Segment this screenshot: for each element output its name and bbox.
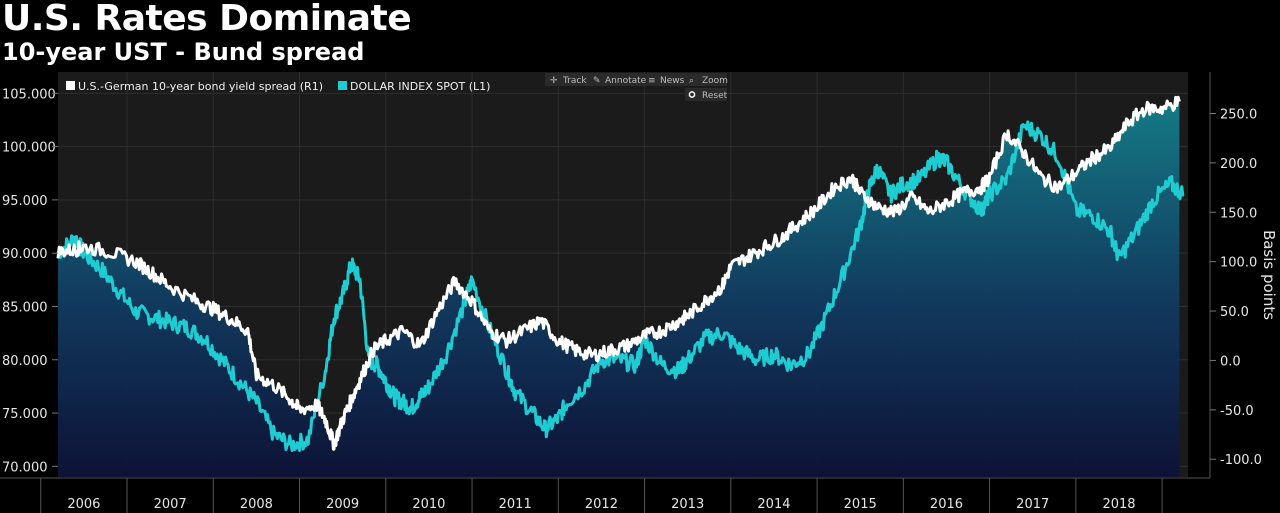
right-tick-label: 150.0: [1220, 206, 1257, 221]
chart-title: U.S. Rates Dominate: [2, 0, 412, 39]
x-tick-label: 2012: [585, 497, 618, 512]
dollar-index-area: [58, 97, 1180, 477]
x-tick-label: 2007: [154, 497, 187, 512]
x-axis-ticks: 2006 2007 2008 2009 2010 2011 2012 2013 2014 2015…: [40, 478, 1163, 513]
spread-line[interactable]: [56, 95, 1181, 451]
legend-swatch-dollar: [338, 81, 347, 90]
reset-button[interactable]: Reset: [685, 88, 728, 101]
right-tick-label: 250.0: [1220, 107, 1257, 122]
left-tick-label: 100.000: [2, 141, 56, 156]
x-tick-label: 2016: [930, 497, 963, 512]
reset-label: Reset: [702, 91, 728, 101]
x-tick-label: 2014: [757, 497, 790, 512]
legend-swatch-spread: [66, 81, 75, 90]
annotate-label: Annotate: [605, 76, 647, 86]
reset-icon: [688, 91, 696, 98]
left-tick-label: 90.000: [2, 247, 48, 262]
right-tick-label: 100.0: [1220, 256, 1257, 271]
news-button[interactable]: ≡ News: [648, 76, 685, 86]
x-tick-label: 2010: [412, 497, 445, 512]
left-axis-ticks: 70.000 75.000 80.000 85.000 90.000 95.000 100.…: [2, 87, 58, 475]
chart-subtitle: 10-year UST - Bund spread: [2, 38, 365, 66]
x-tick-label: 2009: [326, 497, 359, 512]
left-tick-label: 70.000: [2, 460, 48, 475]
chart-toolbar: ✛ Track ✎ Annotate ≡ News ⌕ Zoom Reset: [545, 73, 728, 101]
right-tick-label: -100.0: [1220, 453, 1262, 468]
crosshair-icon: ✛: [550, 76, 558, 86]
dollar-index-line[interactable]: [56, 120, 1185, 452]
news-icon: ≡: [648, 76, 656, 86]
x-tick-label: 2015: [844, 497, 877, 512]
zoom-label: Zoom: [702, 76, 728, 86]
x-tick-label: 2011: [499, 497, 532, 512]
legend: U.S.-German 10-year bond yield spread (R…: [66, 80, 490, 93]
legend-label-spread: U.S.-German 10-year bond yield spread (R…: [78, 80, 323, 93]
right-axis-label: Basis points: [1260, 230, 1278, 320]
right-tick-label: 50.0: [1220, 305, 1249, 320]
right-axis-ticks: -100.0 -50.0 0.0 50.0 100.0 150.0 200.0 250.0: [1210, 107, 1262, 468]
news-label: News: [660, 76, 685, 86]
x-tick-label: 2013: [671, 497, 704, 512]
left-tick-label: 85.000: [2, 300, 48, 315]
annotate-button[interactable]: ✎ Annotate: [593, 76, 647, 86]
x-tick-label: 2017: [1016, 497, 1049, 512]
left-tick-label: 95.000: [2, 194, 48, 209]
toolbar-background: [545, 73, 727, 86]
x-tick-label: 2006: [67, 497, 100, 512]
left-tick-label: 80.000: [2, 354, 48, 369]
right-tick-label: 200.0: [1220, 157, 1257, 172]
zoom-button[interactable]: ⌕ Zoom: [689, 76, 728, 86]
pencil-icon: ✎: [593, 76, 601, 86]
reset-background: [685, 88, 727, 101]
right-tick-label: -50.0: [1220, 404, 1254, 419]
left-tick-label: 75.000: [2, 407, 48, 422]
x-tick-label: 2018: [1102, 497, 1135, 512]
legend-label-dollar: DOLLAR INDEX SPOT (L1): [350, 80, 490, 93]
track-label: Track: [562, 76, 587, 86]
x-tick-label: 2008: [240, 497, 273, 512]
right-tick-label: 0.0: [1220, 354, 1241, 369]
left-tick-label: 105.000: [2, 87, 56, 102]
magnifier-icon: ⌕: [689, 76, 694, 86]
track-button[interactable]: ✛ Track: [550, 76, 587, 86]
